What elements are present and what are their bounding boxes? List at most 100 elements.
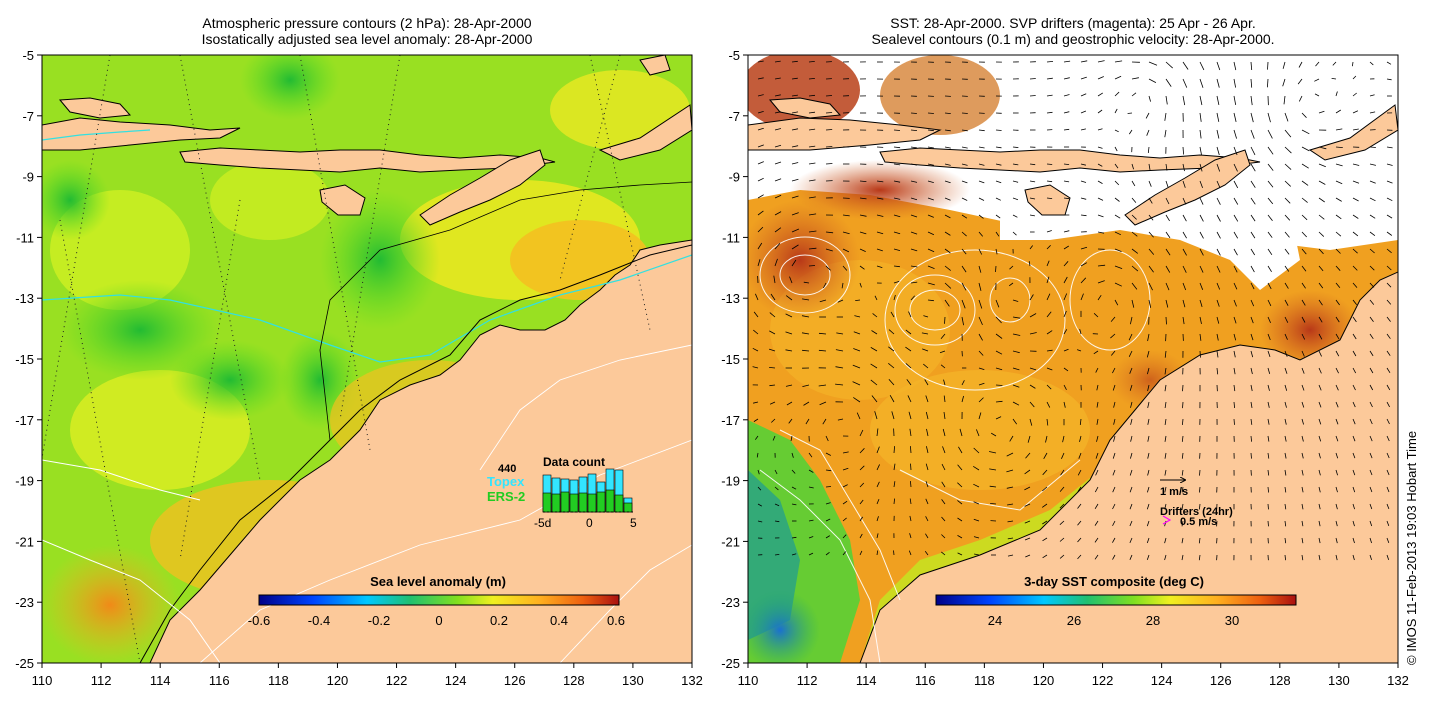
velocity-arrow [1182,418,1184,425]
velocity-arrow [1352,469,1356,476]
velocity-arrow [1029,95,1036,97]
velocity-arrow [1318,367,1322,374]
velocity-arrow [808,265,816,267]
velocity-arrow [1182,316,1185,325]
velocity-arrow [1110,350,1116,356]
velocity-arrow [774,111,781,114]
velocity-arrow [1009,265,1014,270]
velocity-arrow [1130,452,1133,459]
velocity-arrow [1267,61,1269,70]
velocity-arrow [1301,350,1305,357]
velocity-arrow [1216,78,1220,88]
velocity-arrow [1318,333,1323,340]
axis-labels: 110 112 114 116 118 120 122 124 126 128 130 132 -5 -7… [15,48,1409,688]
velocity-arrow [1318,197,1325,203]
velocity-arrow [1061,452,1065,459]
velocity-arrow [978,163,985,166]
velocity-arrow [973,518,980,522]
velocity-arrow [876,163,884,165]
velocity-arrow [1318,401,1322,408]
velocity-arrow [1025,554,1031,558]
velocity-arrow [1250,350,1254,358]
velocity-arrow [1318,469,1321,476]
velocity-arrow [1386,503,1390,510]
velocity-arrow [1147,435,1150,442]
velocity-arrow [1267,316,1271,324]
velocity-arrow [859,180,867,182]
velocity-arrow [944,180,951,184]
velocity-arrow [1284,350,1288,357]
velocity-arrow [1282,78,1286,87]
velocity-arrow [1146,503,1150,510]
velocity-arrow [893,129,901,131]
ers-label: ERS-2 [487,489,525,504]
velocity-arrow [1080,246,1088,250]
velocity-arrow [925,411,929,420]
velocity-arrow [801,332,810,335]
velocity-arrow [1386,282,1392,288]
velocity-arrow [1012,367,1020,371]
velocity-arrow [1284,248,1290,255]
velocity-arrow [1250,435,1252,442]
velocity-arrow [876,180,884,183]
velocity-arrow [1267,282,1272,290]
velocity-arrow [774,520,780,523]
velocity-arrow [961,197,968,201]
velocity-arrow [961,282,967,291]
velocity-arrow [1216,282,1221,290]
velocity-arrow [1097,180,1103,184]
velocity-arrow [989,485,997,488]
velocity-arrow [1369,299,1375,305]
velocity-arrow [1386,214,1393,219]
velocity-arrow [1146,520,1150,527]
velocity-arrow [1148,231,1154,238]
right-lat-tick-label: -23 [721,595,740,610]
velocity-arrow [1129,554,1133,560]
velocity-arrow [1113,401,1116,408]
velocity-arrow [1199,197,1204,205]
velocity-arrow [1284,180,1291,187]
velocity-arrow [1165,61,1173,69]
velocity-arrow [1165,248,1171,256]
velocity-arrow [1216,214,1221,222]
velocity-arrow [1080,277,1087,284]
velocity-arrow [1147,146,1150,154]
velocity-arrow [1250,197,1256,205]
velocity-arrow [973,447,980,454]
velocity-arrow [1284,418,1287,425]
velocity-arrow [1369,469,1373,476]
left-lon-tick-label: 132 [681,673,703,688]
velocity-arrow [825,231,834,234]
velocity-arrow [1386,350,1391,356]
velocity-arrow [1284,435,1287,442]
velocity-arrow [1114,231,1122,236]
velocity-arrow [1352,61,1354,67]
velocity-arrow [1164,537,1167,544]
velocity-arrow [1129,384,1133,391]
velocity-arrow [791,486,797,490]
velocity-arrow [1216,316,1220,324]
left-title-line2: Isostatically adjusted sea level anomaly… [201,31,533,47]
velocity-arrow [1148,61,1158,66]
velocity-arrow [893,463,896,471]
velocity-arrow [1199,214,1204,222]
velocity-arrow [943,379,946,386]
velocity-arrow [769,367,776,369]
velocity-arrow [909,533,912,539]
velocity-arrow [976,429,980,437]
velocity-arrow [910,112,917,114]
velocity-arrow [1318,110,1325,114]
velocity-arrow [808,196,816,199]
velocity-arrow [1318,350,1322,357]
velocity-arrow [961,180,968,184]
velocity-arrow [1318,537,1321,544]
velocity-arrow [957,500,963,505]
velocity-arrow [876,498,880,505]
velocity-arrow [1062,435,1065,443]
velocity-arrow [1077,486,1082,493]
velocity-arrow [1130,401,1133,408]
velocity-arrow [1112,384,1116,391]
velocity-arrow [808,145,816,148]
velocity-arrow [1199,299,1203,308]
velocity-arrow [1386,333,1391,339]
